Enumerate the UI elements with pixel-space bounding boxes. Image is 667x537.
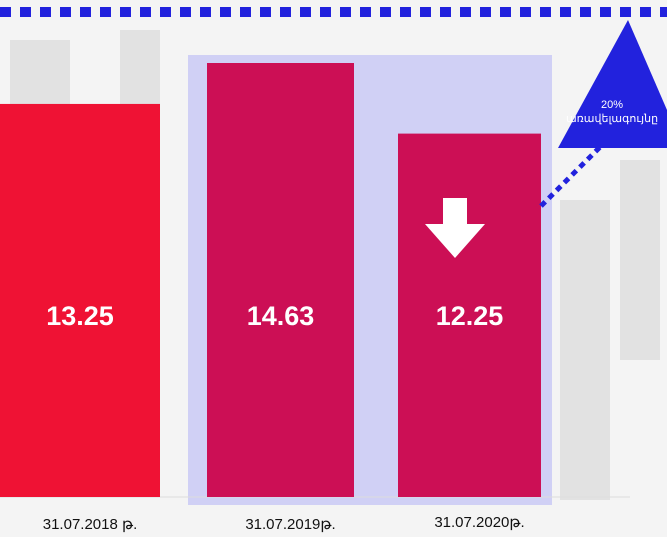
x-tick-label: 31.07.2018 թ. [43, 516, 137, 533]
bar [398, 133, 541, 497]
annotation-connector [539, 143, 604, 208]
background-texture [10, 30, 660, 500]
bar-value-label: 13.25 [46, 301, 114, 331]
annotation-triangle [558, 20, 667, 148]
bar [207, 63, 354, 497]
annotation-value: 20% [601, 99, 623, 111]
down-arrow-icon [425, 198, 485, 258]
bar-value-label: 14.63 [247, 301, 315, 331]
bar [0, 103, 160, 497]
x-tick-label: 31.07.2020թ. [434, 514, 524, 531]
annotation-text: առավելագույնը [566, 113, 658, 125]
bar-value-label: 12.25 [436, 301, 504, 331]
x-tick-label: 31.07.2019թ. [245, 516, 335, 533]
